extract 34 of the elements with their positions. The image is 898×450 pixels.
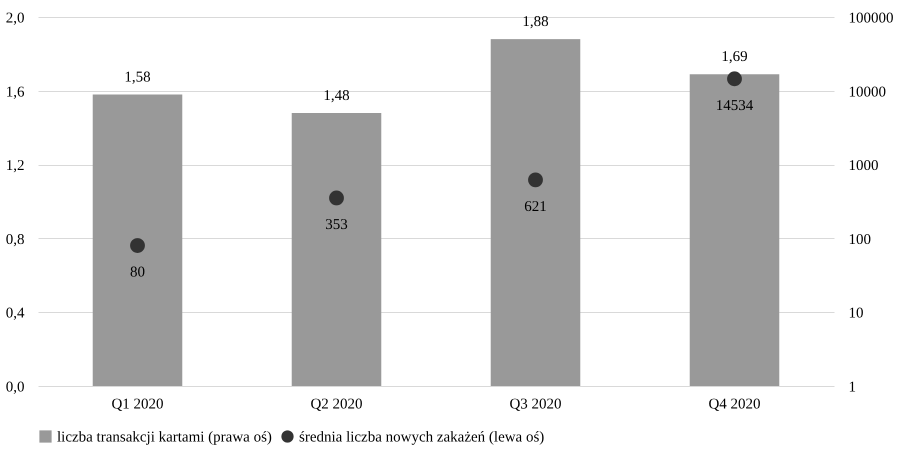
y2-tick-label: 1 bbox=[848, 380, 856, 396]
x-tick-label: Q1 2020 bbox=[111, 396, 164, 412]
y2-tick-label: 100 bbox=[848, 232, 871, 248]
data-label: 1,88 bbox=[522, 14, 549, 30]
point bbox=[130, 238, 145, 253]
bar bbox=[490, 39, 580, 386]
y-tick-label: 0,0 bbox=[6, 380, 24, 396]
y-tick-label: 1,2 bbox=[6, 158, 24, 174]
data-label: 14534 bbox=[716, 98, 754, 114]
point bbox=[528, 172, 543, 188]
x-tick-label: Q2 2020 bbox=[310, 396, 363, 412]
x-tick-label: Q3 2020 bbox=[509, 396, 562, 412]
y-tick-label: 0,4 bbox=[6, 306, 25, 322]
x-tick-label: Q4 2020 bbox=[708, 396, 761, 412]
y-tick-label: 1,6 bbox=[6, 84, 25, 100]
data-label: 80 bbox=[130, 264, 145, 281]
y2-tick-label: 10000 bbox=[848, 84, 886, 100]
y-tick-label: 0,8 bbox=[6, 232, 24, 248]
y2-tick-label: 1000 bbox=[848, 158, 878, 174]
bar bbox=[92, 94, 182, 386]
data-label: 1,69 bbox=[721, 49, 748, 66]
legend-label: średnia liczba nowych zakażeń (lewa oś) bbox=[299, 430, 544, 446]
legend-label: liczba transakcji kartami (prawa oś) bbox=[57, 430, 272, 446]
bar bbox=[292, 112, 382, 386]
data-label: 621 bbox=[524, 198, 547, 215]
data-label: 353 bbox=[325, 216, 348, 233]
y-tick-label: 2,0 bbox=[6, 10, 24, 26]
point bbox=[727, 71, 742, 86]
point bbox=[329, 190, 344, 206]
data-label: 1,58 bbox=[124, 69, 151, 86]
data-label: 1,48 bbox=[323, 88, 350, 104]
y2-tick-label: 10 bbox=[848, 306, 864, 322]
y2-tick-label: 100000 bbox=[848, 10, 894, 26]
bar bbox=[690, 74, 780, 386]
